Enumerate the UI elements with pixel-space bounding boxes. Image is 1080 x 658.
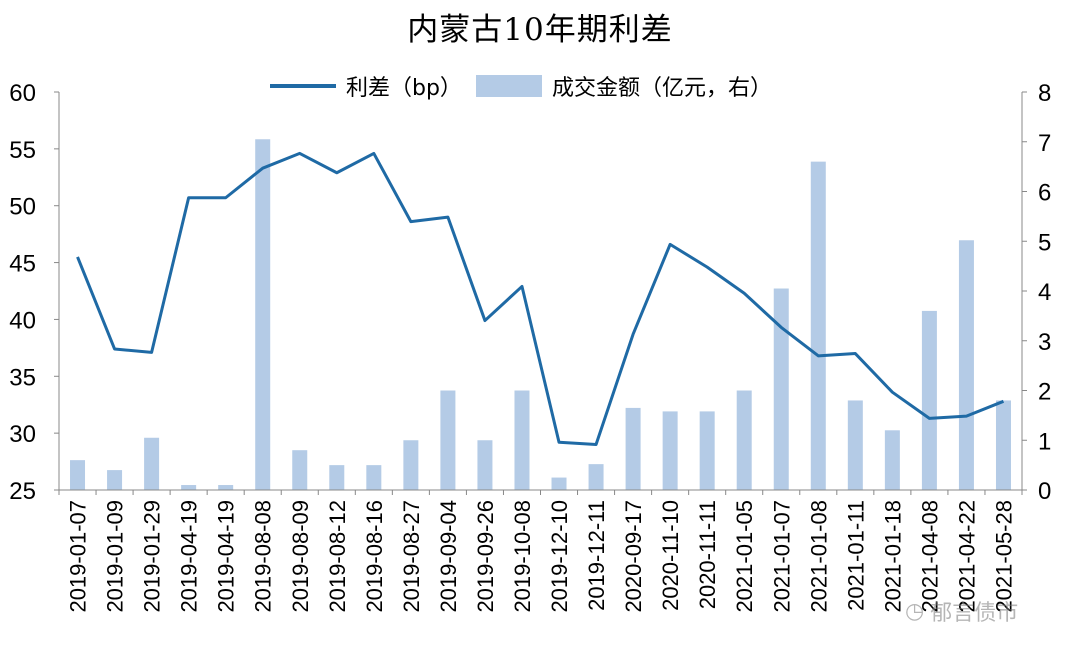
- right-tick-label: 8: [1038, 80, 1051, 107]
- line-spread: [76, 151, 1005, 447]
- bar-volume: [995, 400, 1011, 490]
- left-tick-label: 45: [9, 251, 36, 278]
- x-tick-label: 2019-04-19: [214, 500, 239, 613]
- watermark-text: 郁言债市: [930, 601, 1019, 626]
- x-tick-label: 2021-01-11: [843, 500, 868, 611]
- right-tick-label: 5: [1038, 229, 1051, 256]
- bar-volume: [292, 450, 308, 490]
- bar-volume: [773, 288, 789, 490]
- bar-volume: [736, 390, 752, 490]
- bar-volume: [477, 440, 493, 490]
- bar-volume: [255, 139, 271, 490]
- x-tick-label: 2021-04-22: [954, 500, 979, 613]
- x-tick-label: 2019-10-08: [510, 500, 535, 613]
- bar-volume: [181, 485, 197, 490]
- x-tick-label: 2020-11-11: [695, 500, 720, 609]
- wechat-icon: ◷: [905, 598, 925, 624]
- bar-volume: [625, 407, 641, 490]
- bar-volume: [366, 465, 382, 490]
- bar-volume: [403, 440, 419, 490]
- x-tick-label: 2021-05-28: [991, 500, 1016, 613]
- left-tick-label: 60: [9, 80, 36, 107]
- bar-volume: [847, 400, 863, 490]
- bar-volume: [588, 464, 604, 490]
- x-tick-label: 2020-11-10: [658, 500, 683, 611]
- bar-volume: [921, 310, 937, 490]
- x-tick-label: 2021-01-08: [806, 500, 831, 613]
- legend-label-volume: 成交金额（亿元，右）: [551, 76, 772, 101]
- x-tick-label: 2019-01-07: [66, 500, 91, 613]
- left-tick-label: 55: [9, 137, 36, 164]
- legend-item-spread: 利差（bp）: [270, 70, 462, 102]
- bar-volume: [662, 411, 678, 490]
- x-tick-label: 2019-08-12: [325, 500, 350, 613]
- right-tick-label: 2: [1038, 379, 1051, 406]
- bar-volume: [958, 240, 974, 490]
- x-tick-label: 2021-04-08: [917, 500, 942, 613]
- x-tick-label: 2021-01-18: [880, 500, 905, 613]
- bar-volume: [70, 460, 86, 490]
- x-tick-label: 2019-12-11: [584, 500, 609, 611]
- legend-item-volume: 成交金额（亿元，右）: [475, 70, 772, 102]
- legend-label-spread: 利差（bp）: [346, 76, 462, 101]
- bar-volume: [218, 485, 234, 490]
- x-tick-label: 2019-08-16: [362, 500, 387, 613]
- bar-volume: [699, 411, 715, 490]
- bar-volume: [514, 390, 530, 490]
- legend-line-swatch: [270, 84, 336, 88]
- x-tick-label: 2020-09-17: [621, 500, 646, 613]
- right-tick-label: 4: [1038, 279, 1051, 306]
- right-tick-label: 0: [1038, 478, 1051, 505]
- bar-volume: [810, 161, 826, 490]
- left-tick-label: 35: [9, 364, 36, 391]
- x-tick-label: 2019-12-10: [547, 500, 572, 613]
- right-tick-label: 1: [1038, 428, 1051, 455]
- x-tick-label: 2019-08-09: [288, 500, 313, 613]
- bar-volume: [884, 430, 900, 490]
- x-tick-label: 2019-08-27: [399, 500, 424, 613]
- chart-title: 内蒙古10年期利差: [407, 12, 673, 48]
- x-tick-label: 2019-04-19: [177, 500, 202, 613]
- x-tick-label: 2019-08-08: [251, 500, 276, 613]
- bar-volume: [107, 470, 123, 490]
- legend-bar-swatch: [475, 75, 542, 97]
- watermark: ◷ 郁言债市: [905, 595, 1018, 627]
- x-tick-label: 2019-09-04: [436, 500, 461, 613]
- x-tick-label: 2021-01-07: [769, 500, 794, 613]
- bar-volume: [144, 437, 160, 490]
- left-tick-label: 40: [9, 307, 36, 334]
- x-tick-label: 2019-01-09: [103, 500, 128, 613]
- right-tick-label: 7: [1038, 130, 1051, 157]
- left-tick-label: 30: [9, 421, 36, 448]
- x-tick-label: 2021-01-05: [732, 500, 757, 613]
- bar-volume: [329, 465, 345, 490]
- right-tick-label: 6: [1038, 180, 1051, 207]
- bar-volume: [551, 477, 567, 490]
- right-tick-label: 3: [1038, 329, 1051, 356]
- bar-volume: [440, 390, 456, 490]
- left-tick-label: 25: [9, 478, 36, 505]
- left-tick-label: 50: [9, 194, 36, 221]
- x-tick-label: 2019-01-29: [140, 500, 165, 613]
- x-tick-label: 2019-09-26: [473, 500, 498, 613]
- legend: 利差（bp） 成交金额（亿元，右）: [270, 70, 772, 102]
